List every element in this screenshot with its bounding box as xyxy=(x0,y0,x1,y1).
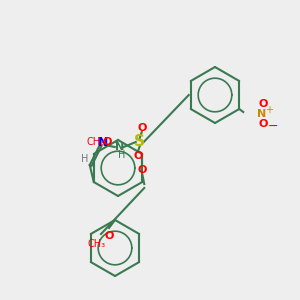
Text: N: N xyxy=(115,142,124,152)
Text: S: S xyxy=(134,134,145,149)
Text: N: N xyxy=(256,109,266,119)
Text: +: + xyxy=(265,105,273,115)
Text: O: O xyxy=(102,137,112,147)
Text: H: H xyxy=(118,150,125,160)
Text: O: O xyxy=(104,231,114,241)
Text: O: O xyxy=(259,99,268,109)
Text: O: O xyxy=(259,119,268,129)
Text: CH₃: CH₃ xyxy=(87,137,105,147)
Text: O: O xyxy=(137,123,146,133)
Text: −: − xyxy=(268,119,278,133)
Text: N: N xyxy=(98,136,108,149)
Text: CH₃: CH₃ xyxy=(88,239,106,249)
Text: O: O xyxy=(133,151,142,161)
Text: O: O xyxy=(138,165,147,175)
Text: H: H xyxy=(81,154,88,164)
